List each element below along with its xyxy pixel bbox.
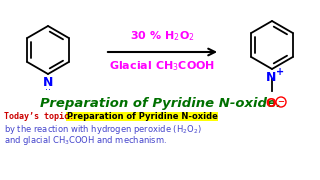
Text: O: O (266, 97, 276, 110)
FancyBboxPatch shape (66, 111, 218, 120)
Text: by the reaction with hydrogen peroxide (H$_2$O$_2$): by the reaction with hydrogen peroxide (… (4, 123, 202, 136)
Text: −: − (277, 98, 284, 107)
Text: N: N (266, 71, 276, 84)
Text: Preparation of Pyridine N-oxide: Preparation of Pyridine N-oxide (67, 112, 218, 121)
Text: N: N (43, 76, 53, 89)
Text: Today’s topic:: Today’s topic: (4, 112, 84, 121)
Text: and glacial CH$_3$COOH and mechanism.: and glacial CH$_3$COOH and mechanism. (4, 134, 167, 147)
Text: 30 % H$_2$O$_2$: 30 % H$_2$O$_2$ (130, 29, 195, 43)
Text: Preparation of Pyridine N-oxide.: Preparation of Pyridine N-oxide. (39, 97, 281, 110)
Text: ··: ·· (45, 85, 51, 95)
Text: +: + (276, 67, 284, 77)
Text: Glacial CH$_3$COOH: Glacial CH$_3$COOH (109, 59, 216, 73)
